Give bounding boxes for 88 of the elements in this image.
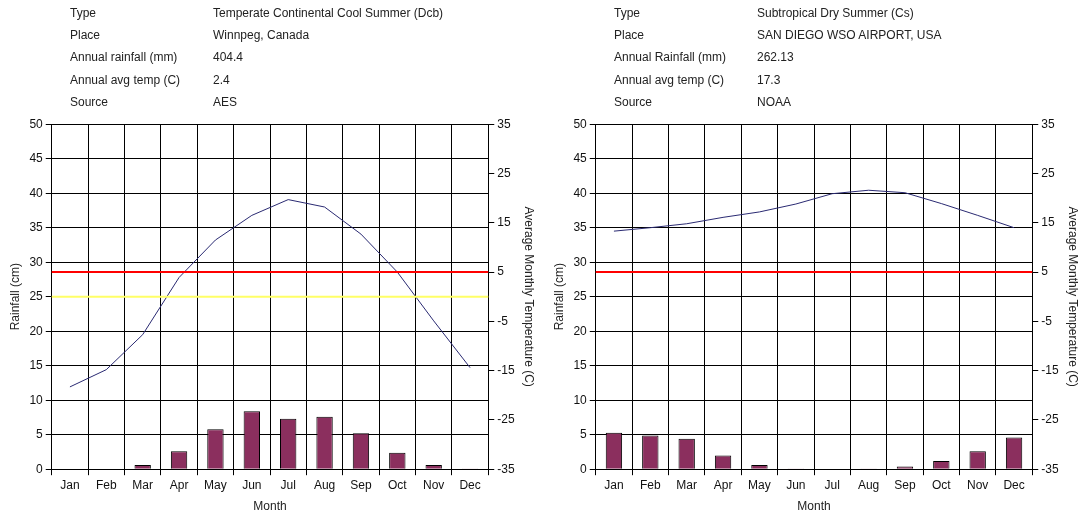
- x-tick-label: Jun: [242, 477, 262, 492]
- y-tick-label: 15: [29, 358, 44, 373]
- text: SAN DIEGO WSO AIRPORT, USA: [757, 28, 943, 45]
- x-axis-title: Month: [797, 499, 831, 514]
- x-tick-label: Aug: [313, 477, 336, 492]
- y-tick-label: 10: [29, 392, 44, 407]
- x-tick-label: Jul: [280, 477, 296, 492]
- y2-tick-label: 25: [497, 165, 511, 180]
- x-tick-label: Oct: [931, 477, 952, 492]
- text: Source: [70, 94, 110, 111]
- y-tick-label: 0: [36, 461, 44, 476]
- y-tick-label: 20: [573, 323, 588, 338]
- x-tick-label: Sep: [894, 477, 916, 492]
- y-tick-label: 40: [573, 185, 588, 200]
- text: Place: [70, 28, 102, 45]
- y-tick-label: 35: [573, 220, 588, 235]
- y2-tick-label: 15: [1041, 215, 1055, 230]
- y-tick-label: 15: [573, 358, 588, 373]
- y-tick-label: 40: [29, 185, 44, 200]
- text: Type: [614, 6, 641, 22]
- text: Annual rainfall (mm): [70, 50, 179, 67]
- y2-tick-label: 5: [497, 264, 505, 279]
- text: Place: [614, 28, 646, 45]
- y2-axis-title: Average Monthly Temperature (C): [1066, 206, 1081, 387]
- x-tick-label: Nov: [423, 477, 445, 492]
- text: Subtropical Dry Summer (Cs): [757, 6, 915, 22]
- y2-tick-label: -35: [1041, 461, 1059, 476]
- y-tick-label: 0: [580, 461, 588, 476]
- text: 262.13: [757, 50, 795, 67]
- text: 404.4: [213, 50, 245, 67]
- x-tick-label: Aug: [857, 477, 880, 492]
- y2-tick-label: -5: [497, 313, 509, 328]
- x-tick-label: Jan: [60, 477, 80, 492]
- y-tick-label: 50: [573, 116, 588, 131]
- text: 2.4: [213, 72, 231, 89]
- x-tick-label: Mar: [132, 477, 154, 492]
- text: Temperate Continental Cool Summer (Dcb): [213, 6, 445, 22]
- y-tick-label: 25: [573, 289, 588, 304]
- x-tick-label: Feb: [95, 477, 117, 492]
- y-tick-label: 30: [573, 254, 588, 269]
- y-tick-label: 35: [29, 220, 44, 235]
- x-tick-label: Jan: [604, 477, 624, 492]
- x-tick-label: Nov: [967, 477, 989, 492]
- y2-tick-label: -15: [497, 362, 515, 377]
- y2-tick-label: 15: [497, 215, 511, 230]
- x-axis-title: Month: [253, 499, 287, 514]
- text: Winnpeg, Canada: [213, 28, 311, 45]
- text: AES: [213, 94, 238, 111]
- x-tick-label: May: [748, 477, 771, 492]
- text: 17.3: [757, 72, 782, 89]
- x-tick-label: Apr: [713, 477, 733, 492]
- y2-tick-label: 35: [497, 116, 511, 131]
- x-tick-label: Apr: [169, 477, 189, 492]
- x-tick-label: Jul: [824, 477, 840, 492]
- y2-tick-label: -25: [497, 412, 515, 427]
- x-tick-label: Sep: [350, 477, 372, 492]
- x-tick-label: May: [204, 477, 227, 492]
- y2-tick-label: -35: [497, 461, 515, 476]
- text: Source: [614, 94, 654, 111]
- y2-tick-label: 35: [1041, 116, 1055, 131]
- y-tick-label: 10: [573, 392, 588, 407]
- y2-tick-label: 25: [1041, 165, 1055, 180]
- y-tick-label: 45: [29, 151, 44, 166]
- y2-tick-label: 5: [1041, 264, 1049, 279]
- y-tick-label: 25: [29, 289, 44, 304]
- text: NOAA: [757, 94, 792, 111]
- y-tick-label: 30: [29, 254, 44, 269]
- text: Annual avg temp (C): [70, 72, 182, 89]
- x-tick-label: Feb: [639, 477, 661, 492]
- y2-axis-title: Average Monthly Temperature (C): [522, 206, 537, 387]
- y-tick-label: 5: [580, 427, 588, 442]
- y-tick-label: 50: [29, 116, 44, 131]
- x-tick-label: Dec: [1003, 477, 1025, 492]
- y-tick-label: 45: [573, 151, 588, 166]
- x-tick-label: Oct: [387, 477, 408, 492]
- x-tick-label: Dec: [459, 477, 481, 492]
- y-axis-title: Rainfall (cm): [551, 263, 566, 331]
- text: Type: [70, 6, 97, 22]
- y2-tick-label: -15: [1041, 362, 1059, 377]
- text: Annual Rainfall (mm): [614, 50, 728, 67]
- y-axis-title: Rainfall (cm): [7, 263, 22, 331]
- x-tick-label: Mar: [676, 477, 698, 492]
- y-tick-label: 5: [36, 427, 44, 442]
- y-tick-label: 20: [29, 323, 44, 338]
- x-tick-label: Jun: [786, 477, 806, 492]
- y2-tick-label: -25: [1041, 412, 1059, 427]
- y2-tick-label: -5: [1041, 313, 1053, 328]
- text: Annual avg temp (C): [614, 72, 726, 89]
